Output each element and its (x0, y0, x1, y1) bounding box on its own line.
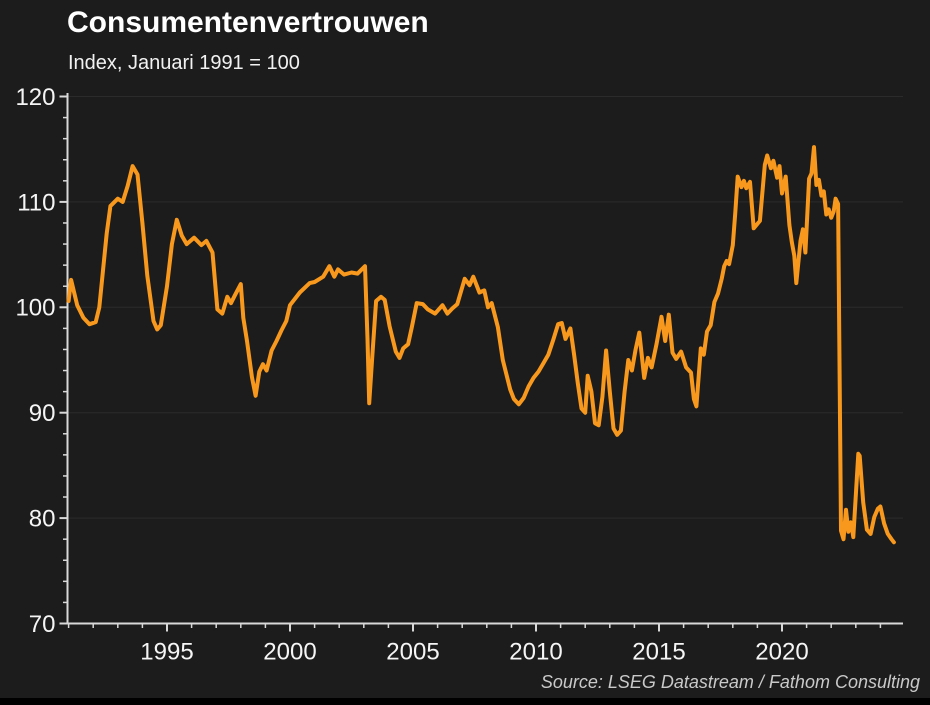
x-axis-tick-label: 2020 (755, 639, 808, 666)
y-axis-tick-label: 110 (17, 189, 55, 216)
chart-subtitle: Index, Januari 1991 = 100 (68, 52, 300, 74)
bottom-bar (0, 698, 930, 705)
chart-title: Consumentenvertrouwen (67, 6, 429, 39)
y-axis-tick-label: 100 (15, 295, 55, 322)
y-axis-tick-label: 90 (29, 400, 56, 427)
x-axis-tick-label: 2000 (263, 639, 316, 666)
source-attribution: Source: LSEG Datastream / Fathom Consult… (540, 672, 920, 692)
y-axis-tick-label: 80 (29, 506, 56, 533)
y-axis-tick-label: 70 (29, 611, 56, 638)
x-axis-tick-label: 1995 (140, 639, 193, 666)
x-axis-tick-label: 2010 (509, 639, 562, 666)
y-axis-tick-label: 120 (15, 84, 55, 111)
confidence-line-series (66, 145, 896, 545)
x-axis-tick-label: 2015 (632, 639, 685, 666)
x-axis-tick-label: 2005 (386, 639, 439, 666)
